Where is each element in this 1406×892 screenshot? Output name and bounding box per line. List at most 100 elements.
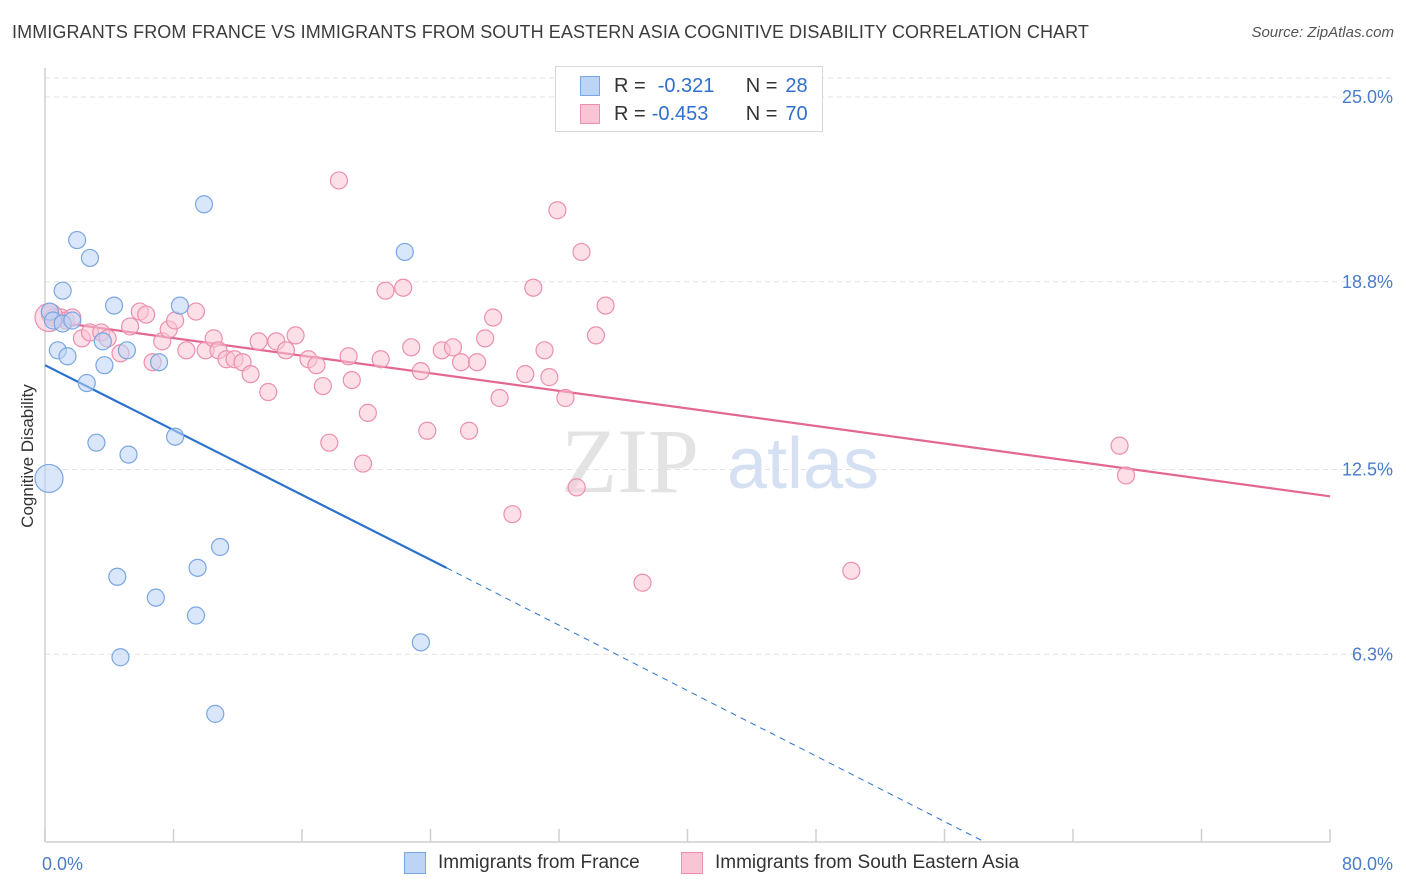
watermark: ZIP atlas <box>561 410 879 512</box>
trendline-france <box>44 364 448 569</box>
point-sea-18 <box>186 302 206 321</box>
sea-n-label: N = <box>745 102 778 125</box>
x-tick-label-0: 0.0% <box>42 854 83 874</box>
point-sea-68 <box>1116 466 1136 485</box>
point-sea-27 <box>259 382 278 402</box>
point-france-25 <box>206 704 225 723</box>
point-sea-33 <box>313 376 332 396</box>
point-sea-57 <box>535 341 554 360</box>
point-france-24 <box>194 195 214 214</box>
france-n-value: 28 <box>785 74 808 97</box>
y-tick-label-0: 6.3% <box>1352 644 1393 664</box>
legend-sea-label: Immigrants from South Eastern Asia <box>715 852 1020 873</box>
watermark-zip: ZIP <box>561 410 699 512</box>
point-sea-36 <box>339 347 358 366</box>
sea-r-value: -0.453 <box>651 102 709 125</box>
trendline-france-extension <box>446 567 985 843</box>
legend-france-swatch <box>404 852 426 874</box>
point-france-23 <box>188 558 207 577</box>
legend-sea-swatch <box>681 852 703 874</box>
point-sea-67 <box>1110 436 1129 455</box>
point-sea-25 <box>241 365 260 384</box>
legend-row-sea: R = -0.453 N = 70 <box>580 100 808 128</box>
point-sea-43 <box>402 338 421 357</box>
point-france-18 <box>146 588 165 607</box>
point-france-10 <box>87 433 106 452</box>
point-sea-58 <box>540 368 559 387</box>
sea-r-label: R = <box>614 102 646 125</box>
point-france-11 <box>93 332 112 351</box>
point-sea-53 <box>490 388 509 408</box>
point-sea-39 <box>358 403 377 422</box>
point-sea-47 <box>443 338 463 357</box>
point-sea-51 <box>476 329 495 348</box>
point-france-9 <box>80 248 100 268</box>
point-sea-49 <box>459 421 479 440</box>
point-france-22 <box>186 606 206 625</box>
data-points <box>34 171 1136 723</box>
x-tick-label-1: 80.0% <box>1342 854 1393 874</box>
point-sea-12 <box>137 305 156 324</box>
y-tick-label-3: 25.0% <box>1342 87 1393 107</box>
point-france-6 <box>63 311 82 330</box>
point-sea-34 <box>320 433 339 452</box>
point-sea-59 <box>548 201 567 220</box>
point-sea-17 <box>177 341 196 360</box>
point-sea-35 <box>329 171 349 190</box>
point-sea-64 <box>596 296 615 315</box>
point-sea-41 <box>376 281 395 300</box>
point-sea-37 <box>342 371 361 390</box>
point-france-12 <box>95 356 114 375</box>
point-sea-48 <box>451 353 471 372</box>
point-sea-60 <box>556 388 575 408</box>
watermark-atlas: atlas <box>727 424 879 504</box>
tick-labels: 6.3% 12.5% 18.8% 25.0% 0.0% 80.0% <box>42 87 1393 874</box>
point-sea-55 <box>516 365 535 384</box>
point-sea-62 <box>572 242 591 262</box>
sea-swatch <box>580 104 600 124</box>
legend-item-sea: Immigrants from South Eastern Asia <box>681 852 1019 874</box>
point-france-14 <box>108 567 127 586</box>
point-sea-44 <box>411 362 430 381</box>
point-france-20 <box>166 427 185 446</box>
legend-item-france: Immigrants from France <box>404 852 640 874</box>
point-sea-61 <box>567 478 586 497</box>
point-sea-10 <box>121 317 140 336</box>
y-tick-label-2: 18.8% <box>1342 272 1393 292</box>
point-sea-40 <box>371 350 390 369</box>
point-france-13 <box>104 296 124 315</box>
point-sea-65 <box>633 573 652 592</box>
source-credit: Source: ZipAtlas.com <box>1251 24 1394 41</box>
point-france-5 <box>58 347 77 366</box>
series-legend: Immigrants from France Immigrants from S… <box>0 852 1406 878</box>
point-france-16 <box>117 341 137 360</box>
y-tick-label-1: 12.5% <box>1342 460 1393 480</box>
france-r-label: R = <box>614 74 646 97</box>
point-france-8 <box>77 373 96 393</box>
france-r-value: -0.321 <box>657 74 715 97</box>
point-sea-66 <box>842 561 861 580</box>
point-france-15 <box>111 648 130 667</box>
point-france-19 <box>149 353 169 372</box>
point-sea-38 <box>353 454 373 473</box>
point-sea-42 <box>394 278 413 297</box>
point-sea-26 <box>249 332 268 351</box>
point-france-29 <box>34 463 64 494</box>
point-sea-56 <box>524 278 543 297</box>
point-sea-54 <box>503 505 522 524</box>
chart-title: IMMIGRANTS FROM FRANCE VS IMMIGRANTS FRO… <box>12 22 1090 42</box>
point-sea-50 <box>467 353 487 372</box>
point-france-4 <box>53 281 72 300</box>
point-sea-52 <box>484 308 503 327</box>
point-france-7 <box>68 230 87 250</box>
point-france-21 <box>170 296 190 315</box>
correlation-legend: R = -0.321 N = 28 R = -0.453 N = 70 <box>555 66 823 132</box>
point-sea-32 <box>307 356 326 375</box>
point-france-28 <box>411 633 430 652</box>
sea-n-value: 70 <box>785 102 808 125</box>
point-france-27 <box>395 242 414 262</box>
point-france-26 <box>210 537 230 557</box>
point-sea-29 <box>276 341 296 360</box>
legend-row-france: R = -0.321 N = 28 <box>580 72 808 100</box>
